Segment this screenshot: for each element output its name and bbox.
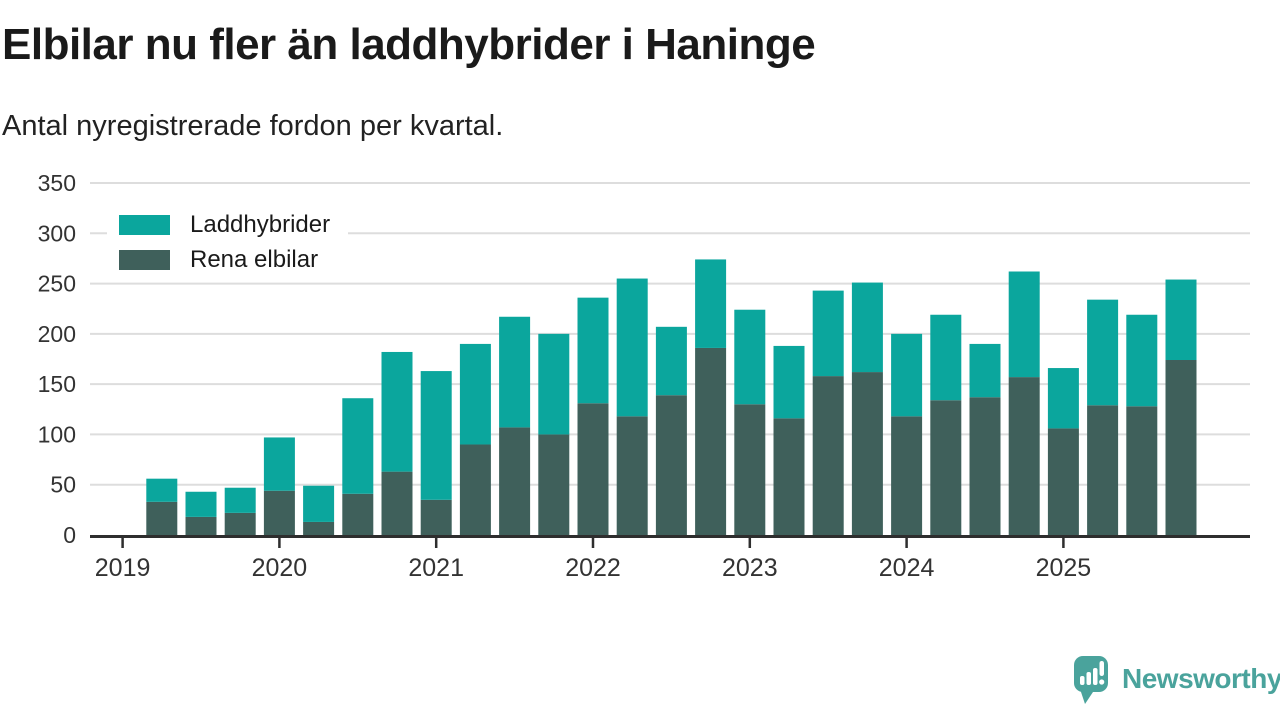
bar-rena-elbilar-2025-Q3	[1126, 406, 1158, 535]
bar-rena-elbilar-2021-Q4	[538, 434, 570, 535]
bar-rena-elbilar-2025-Q4	[1165, 360, 1197, 535]
bar-rena-elbilar-2023-Q2	[773, 418, 805, 535]
brand-name: Newsworthy	[1122, 663, 1280, 694]
bar-rena-elbilar-2021-Q3	[499, 427, 531, 535]
bar-rena-elbilar-2022-Q2	[616, 416, 648, 535]
bar-rena-elbilar-2019-Q2	[146, 501, 178, 535]
bar-rena-elbilar-2020-Q2	[303, 521, 335, 535]
bar-laddhybrider-2020-Q3	[342, 398, 374, 494]
x-tick-label-2021: 2021	[408, 554, 464, 582]
bar-rena-elbilar-2020-Q3	[342, 493, 374, 535]
legend-label-laddhybrider: Laddhybrider	[190, 211, 331, 238]
newsworthy-logo-icon	[1074, 656, 1108, 704]
bar-rena-elbilar-2025-Q1	[1047, 428, 1079, 535]
bar-rena-elbilar-2024-Q3	[969, 397, 1001, 535]
bar-laddhybrider-2023-Q3	[812, 290, 844, 377]
bar-laddhybrider-2022-Q2	[616, 278, 648, 417]
bar-laddhybrider-2024-Q4	[1008, 271, 1040, 378]
bar-laddhybrider-2024-Q3	[969, 343, 1001, 398]
bar-laddhybrider-2020-Q2	[303, 485, 335, 522]
legend: Laddhybrider Rena elbilar	[107, 204, 349, 282]
bar-rena-elbilar-2023-Q3	[812, 376, 844, 535]
legend-label-rena-elbilar: Rena elbilar	[190, 246, 319, 273]
x-tick-label-2019: 2019	[95, 554, 151, 582]
y-tick-label-0: 0	[63, 522, 76, 548]
bar-laddhybrider-2023-Q1	[734, 309, 766, 405]
bar-rena-elbilar-2021-Q1	[420, 499, 452, 535]
bar-rena-elbilar-2020-Q1	[263, 490, 295, 535]
bar-laddhybrider-2020-Q4	[381, 351, 413, 472]
bar-laddhybrider-2019-Q4	[224, 487, 256, 513]
y-tick-label-150: 150	[38, 371, 76, 397]
legend-item-laddhybrider: Laddhybrider	[119, 211, 330, 239]
bar-laddhybrider-2021-Q3	[499, 316, 531, 428]
x-tick-label-2020: 2020	[252, 554, 308, 582]
legend-item-rena-elbilar: Rena elbilar	[119, 246, 330, 274]
bar-laddhybrider-2025-Q1	[1047, 368, 1079, 429]
bar-rena-elbilar-2019-Q4	[224, 512, 256, 535]
bar-rena-elbilar-2019-Q3	[185, 516, 217, 535]
bar-laddhybrider-2020-Q1	[263, 437, 295, 491]
y-tick-label-50: 50	[50, 472, 76, 498]
bar-laddhybrider-2025-Q3	[1126, 314, 1158, 407]
bar-laddhybrider-2025-Q4	[1165, 279, 1197, 361]
x-tick-label-2024: 2024	[879, 554, 935, 582]
bar-rena-elbilar-2020-Q4	[381, 471, 413, 535]
bar-laddhybrider-2022-Q1	[577, 297, 609, 404]
bar-rena-elbilar-2024-Q2	[930, 400, 962, 535]
bar-laddhybrider-2019-Q3	[185, 491, 217, 517]
bar-laddhybrider-2025-Q2	[1087, 299, 1119, 406]
bar-rena-elbilar-2021-Q2	[459, 444, 491, 535]
page-title: Elbilar nu fler än laddhybrider i Haning…	[2, 20, 816, 69]
bar-rena-elbilar-2024-Q4	[1008, 377, 1040, 535]
x-tick-label-2025: 2025	[1036, 554, 1092, 582]
legend-swatch-laddhybrider	[119, 215, 170, 235]
bar-rena-elbilar-2023-Q4	[851, 372, 883, 535]
x-tick-label-2023: 2023	[722, 554, 778, 582]
bar-laddhybrider-2021-Q1	[420, 371, 452, 500]
bar-rena-elbilar-2023-Q1	[734, 404, 766, 535]
bar-laddhybrider-2021-Q4	[538, 333, 570, 435]
bar-laddhybrider-2023-Q2	[773, 345, 805, 419]
bar-laddhybrider-2022-Q4	[695, 259, 727, 348]
bar-laddhybrider-2019-Q2	[146, 478, 178, 502]
bar-laddhybrider-2024-Q2	[930, 314, 962, 401]
newsworthy-brand: Newsworthy	[1066, 650, 1280, 708]
y-tick-label-300: 300	[38, 220, 76, 246]
bar-rena-elbilar-2025-Q2	[1087, 405, 1119, 535]
y-tick-label-350: 350	[38, 170, 76, 196]
bar-rena-elbilar-2022-Q1	[577, 403, 609, 535]
bar-laddhybrider-2021-Q2	[459, 343, 491, 445]
bar-laddhybrider-2022-Q3	[655, 326, 687, 396]
bar-laddhybrider-2023-Q4	[851, 282, 883, 373]
bar-rena-elbilar-2024-Q1	[891, 416, 923, 535]
chart-subtitle: Antal nyregistrerade fordon per kvartal.	[2, 110, 504, 142]
bar-rena-elbilar-2022-Q3	[655, 395, 687, 535]
y-tick-label-100: 100	[38, 421, 76, 447]
y-tick-label-250: 250	[38, 271, 76, 297]
legend-swatch-rena-elbilar	[119, 250, 170, 270]
bar-laddhybrider-2024-Q1	[891, 333, 923, 417]
x-tick-label-2022: 2022	[565, 554, 621, 582]
bar-rena-elbilar-2022-Q4	[695, 347, 727, 535]
y-tick-label-200: 200	[38, 321, 76, 347]
